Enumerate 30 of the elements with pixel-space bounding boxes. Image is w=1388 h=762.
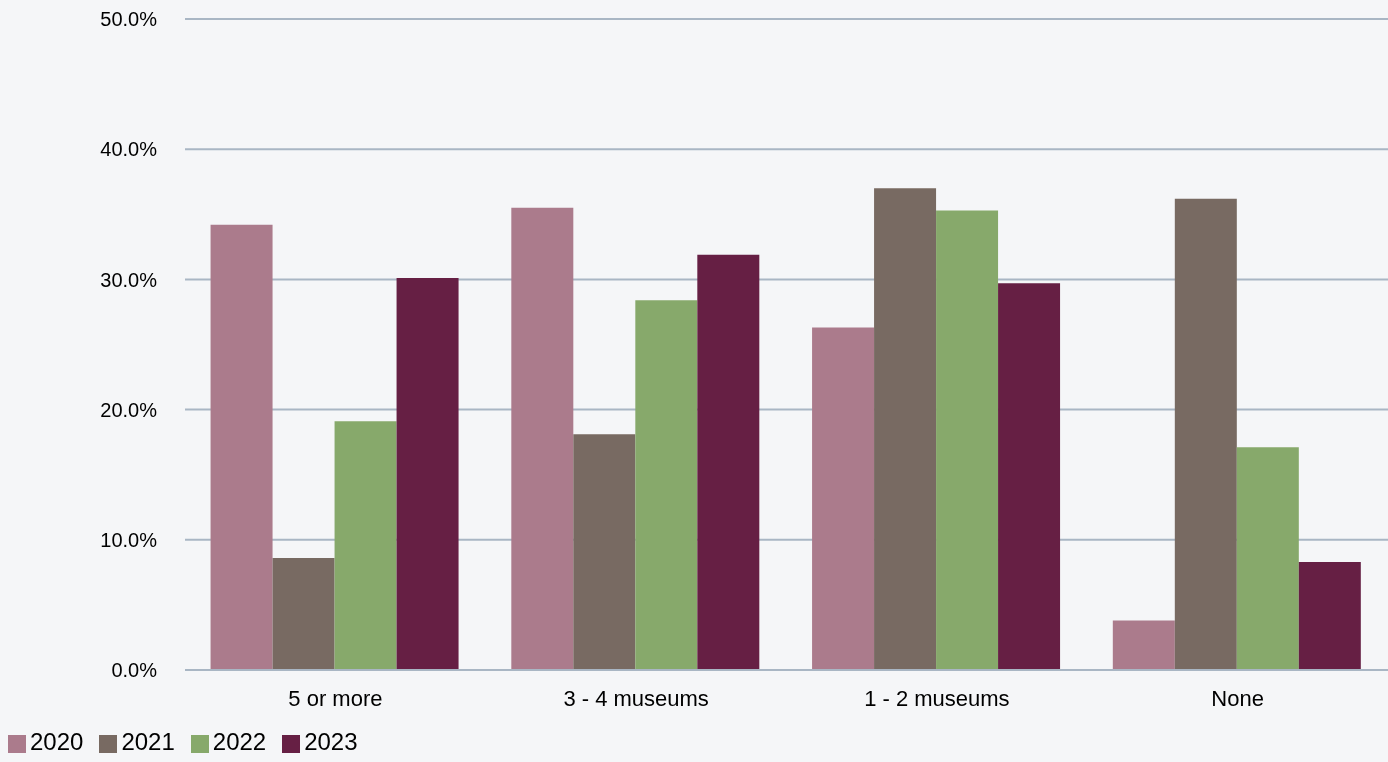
bar <box>936 210 999 670</box>
bar <box>697 254 760 670</box>
bar <box>573 434 636 670</box>
bar <box>334 421 397 670</box>
x-tick-label: None <box>1211 685 1264 711</box>
bar <box>272 558 335 670</box>
bar <box>511 207 574 670</box>
bar <box>874 188 937 670</box>
bar <box>396 278 459 670</box>
y-tick-label: 30.0% <box>100 268 158 291</box>
bar <box>812 327 875 670</box>
bar <box>1298 561 1361 670</box>
bar <box>1236 447 1299 670</box>
legend-label: 2021 <box>121 728 175 755</box>
bar <box>1174 198 1237 670</box>
legend-label: 2022 <box>212 728 267 755</box>
x-tick-label: 3 - 4 museums <box>563 685 709 711</box>
y-tick-label: 20.0% <box>100 398 158 421</box>
legend-label: 2020 <box>30 728 84 755</box>
x-tick-label: 1 - 2 museums <box>864 685 1010 711</box>
y-tick-label: 40.0% <box>100 138 158 161</box>
legend-label: 2023 <box>304 728 358 755</box>
bar <box>635 300 698 670</box>
bar <box>210 224 273 670</box>
x-tick-label: 5 or more <box>288 685 383 711</box>
y-tick-label: 50.0% <box>100 8 158 31</box>
y-tick-label: 0.0% <box>111 659 158 682</box>
bar <box>1112 620 1175 670</box>
y-tick-label: 10.0% <box>100 528 158 551</box>
bar <box>998 283 1061 670</box>
